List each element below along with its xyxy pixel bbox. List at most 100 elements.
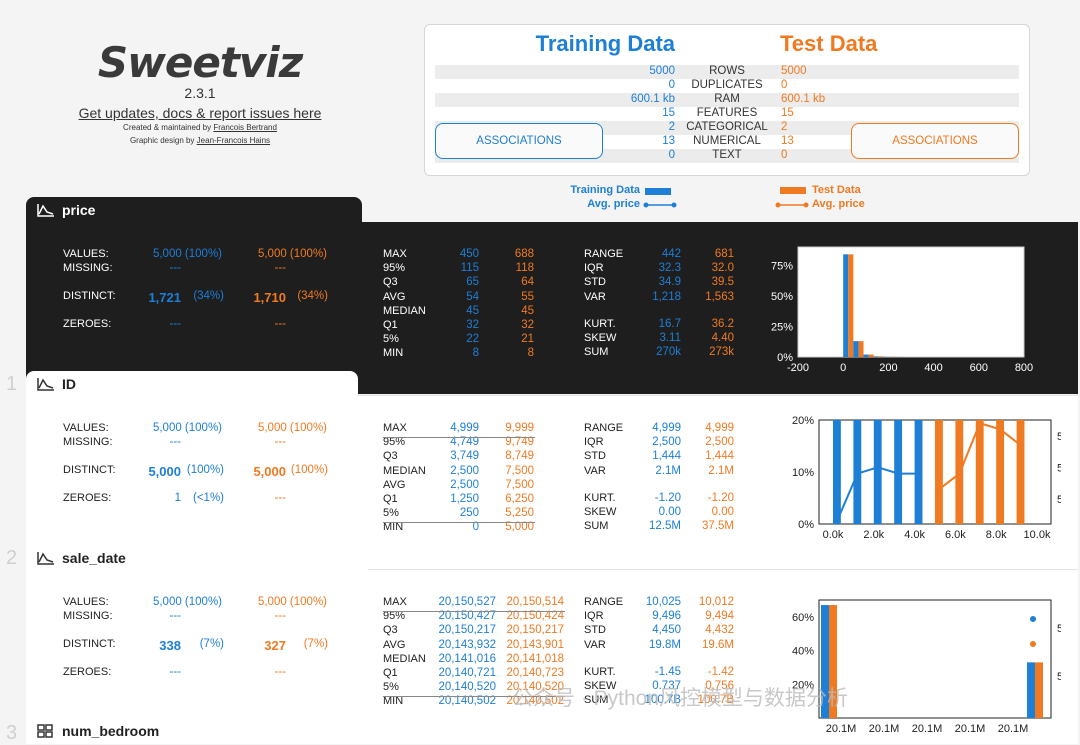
x-tick-label: 0 (840, 362, 846, 374)
avg-point-train (854, 471, 860, 477)
stat2-test: 2.1M (686, 465, 734, 477)
author-link[interactable]: Francois Bertrand (213, 123, 277, 132)
icon-cell (38, 732, 44, 737)
summary-test-value: 0 (781, 149, 787, 161)
avg-point-train (895, 471, 901, 477)
sweetviz-logo: Sweetviz 2.3.1 Get updates, docs & repor… (70, 38, 330, 147)
distinct-train: 5,000 (126, 464, 181, 479)
summary-train-value: 5000 (585, 65, 675, 77)
avg-point-train (916, 471, 922, 477)
icon-line (39, 206, 53, 214)
distinct-train-pct: (100%) (184, 464, 224, 476)
distinct-test: 327 (231, 638, 286, 653)
stat-train: 20,140,502 (426, 695, 496, 707)
stat2-test: 37.5M (686, 520, 734, 532)
bar-test (1017, 420, 1025, 524)
stat2-test: 9,494 (686, 610, 734, 622)
stat2-test: 273k (686, 346, 734, 358)
stat2-train: 19.8M (622, 639, 681, 651)
stat-label: Q3 (383, 450, 398, 462)
stat2-test: 10,012 (686, 596, 734, 608)
test-data-title: Test Data (780, 31, 920, 57)
chart-ID: 0.0k2.0k4.0k6.0k8.0k10.0k0%10%20%53.054.… (761, 414, 1061, 564)
stat2-label: SKEW (584, 506, 616, 518)
summary-row-label: RAM (685, 93, 769, 105)
distinct-train: 1,721 (126, 290, 181, 305)
zeroes-label: ZEROES: (63, 666, 111, 678)
distinct-train: 338 (126, 638, 181, 653)
watermark: 公众号 · Python风控模型与数据分析 (512, 682, 848, 712)
stat2-train: 9,496 (622, 610, 681, 622)
y2-tick-label: 53.0 (1057, 494, 1061, 506)
icon-line (39, 380, 53, 388)
avg-point-test (1030, 641, 1036, 647)
stat2-train: 1,444 (622, 450, 681, 462)
missing-train: --- (126, 610, 181, 622)
feature-tab-num_bedroom[interactable]: num_bedroom (26, 718, 362, 744)
stat2-label: IQR (584, 436, 604, 448)
stat-train: 4,999 (431, 422, 479, 434)
stat-label: Q1 (383, 319, 398, 331)
stat-test: 5,000 (488, 521, 534, 533)
feature-tab-ID[interactable]: ID (26, 371, 358, 397)
y-tick-label: 10% (792, 467, 814, 479)
distinct-test-pct: (100%) (288, 464, 328, 476)
stat-label: 5% (383, 681, 399, 693)
bar-train (833, 420, 841, 524)
zeroes-test: --- (231, 318, 286, 330)
legend-train-avg-line (642, 200, 678, 210)
numeric-chart-icon (36, 202, 56, 218)
avg-point-train (834, 518, 840, 524)
associations-test-button[interactable]: ASSOCIATIONS (851, 123, 1019, 159)
credit-design: Graphic design by Jean-Francois Hains (70, 134, 330, 147)
designer-link[interactable]: Jean-Francois Hains (197, 136, 270, 145)
x-tick-label: 20.1M (998, 723, 1029, 735)
stat2-test: 4.40 (686, 332, 734, 344)
values-label: VALUES: (63, 422, 109, 434)
feature-tab-sale_date[interactable]: sale_date (26, 545, 368, 571)
distinct-label: DISTINCT: (63, 290, 116, 302)
distinct-train-pct: (34%) (184, 290, 224, 302)
stat2-train: 442 (622, 248, 681, 260)
stat-train: 450 (431, 248, 479, 260)
avg-point-test (936, 486, 942, 492)
stat-train: 22 (431, 333, 479, 345)
missing-label: MISSING: (63, 262, 113, 274)
stat-train: 20,150,527 (426, 596, 496, 608)
stat2-label: VAR (584, 291, 606, 303)
numeric-chart-icon (36, 550, 56, 566)
summary-train-value: 15 (585, 107, 675, 119)
updates-link[interactable]: Get updates, docs & report issues here (70, 105, 330, 121)
stat2-train: -1.45 (622, 666, 681, 678)
distinct-test-pct: (7%) (288, 638, 328, 650)
stat2-test: 2,500 (686, 436, 734, 448)
stat-train: 8 (431, 347, 479, 359)
feature-panel-price: VALUES:MISSING:DISTINCT:ZEROES:5,000 (10… (26, 222, 1078, 394)
stat-train: 20,141,016 (426, 653, 496, 665)
stat2-train: 34.9 (622, 276, 681, 288)
avg-point-train (875, 464, 881, 470)
stat2-test: -1.20 (686, 492, 734, 504)
values-test: 5,000 (100%) (231, 596, 327, 608)
stat2-train: -1.20 (622, 492, 681, 504)
stat2-train: 4,450 (622, 624, 681, 636)
zeroes-train-pct: (<1%) (184, 492, 224, 504)
icon-cell (46, 732, 52, 737)
stat-label: MIN (383, 347, 403, 359)
feature-tab-price[interactable]: price (26, 197, 362, 223)
stat-test: 32 (488, 319, 534, 331)
feature-index: 1 (6, 373, 17, 396)
stat2-train: 270k (622, 346, 681, 358)
stat-train: 54 (431, 291, 479, 303)
stat-test: 20,150,424 (498, 610, 564, 622)
summary-row-label: CATEGORICAL (685, 121, 769, 133)
stat-test: 9,749 (488, 436, 534, 448)
legend-train: Training Data (540, 184, 640, 196)
stat-train: 20,143,932 (426, 639, 496, 651)
associations-train-button[interactable]: ASSOCIATIONS (435, 123, 603, 159)
stat-train: 20,140,520 (426, 681, 496, 693)
stat-label: 5% (383, 507, 399, 519)
summary-train-value: 0 (585, 79, 675, 91)
x-tick-label: 400 (924, 362, 942, 374)
